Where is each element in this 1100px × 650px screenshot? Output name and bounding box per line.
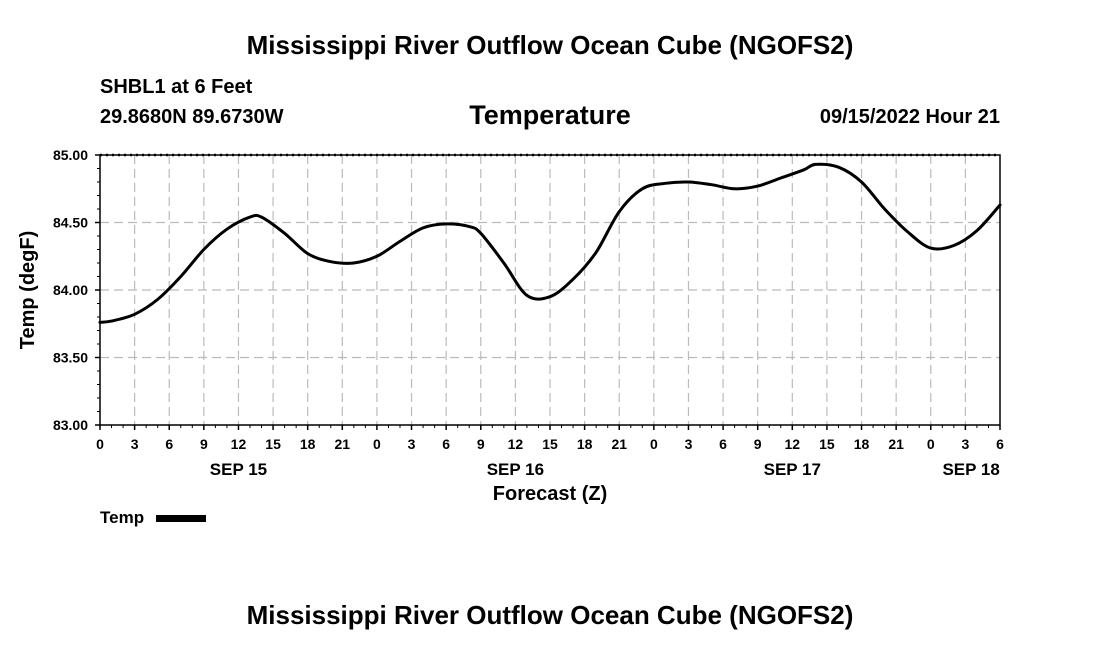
x-tick-label: 15 xyxy=(265,436,281,452)
x-tick-label: 21 xyxy=(611,436,627,452)
x-tick-label: 15 xyxy=(819,436,835,452)
footer-title: Mississippi River Outflow Ocean Cube (NG… xyxy=(246,600,854,630)
x-tick-label: 12 xyxy=(785,436,801,452)
x-tick-label: 6 xyxy=(165,436,173,452)
date-label: SEP 17 xyxy=(764,460,821,479)
x-tick-label: 3 xyxy=(685,436,693,452)
x-tick-label: 3 xyxy=(408,436,416,452)
x-axis-labels: 0 3 6 9 12 15 18 21 0 3 6 9 12 15 18 21 0 3 6 9 12 15 18 21 0 3 6 xyxy=(96,436,1004,452)
temperature-chart: 83.00 83.50 84.00 84.50 85.00 0 3 6 9 12 15 18 21 0 3… xyxy=(17,147,1004,505)
x-tick-label: 0 xyxy=(650,436,658,452)
legend-swatch xyxy=(156,514,207,522)
y-tick-label: 83.50 xyxy=(53,350,88,366)
x-axis-title: Forecast (Z) xyxy=(493,483,607,505)
chart-ticks xyxy=(95,154,1001,430)
x-tick-label: 18 xyxy=(854,436,870,452)
date-label: SEP 18 xyxy=(942,460,999,479)
y-tick-label: 84.50 xyxy=(53,215,88,231)
x-tick-label: 21 xyxy=(888,436,904,452)
x-tick-label: 21 xyxy=(335,436,351,452)
x-tick-label: 6 xyxy=(719,436,727,452)
x-tick-label: 9 xyxy=(200,436,208,452)
temp-series-line xyxy=(98,162,1002,324)
datetime-label: 09/15/2022 Hour 21 xyxy=(819,106,1000,128)
y-axis-labels: 83.00 83.50 84.00 84.50 85.00 xyxy=(53,147,88,433)
chart-legend: Temp xyxy=(100,508,207,528)
chart-grid xyxy=(100,155,1000,425)
y-axis-title: Temp (degF) xyxy=(17,231,39,350)
x-tick-label: 9 xyxy=(477,436,485,452)
x-tick-label: 12 xyxy=(508,436,524,452)
x-tick-label: 18 xyxy=(300,436,316,452)
y-tick-label: 85.00 xyxy=(53,147,88,163)
x-tick-label: 3 xyxy=(131,436,139,452)
x-tick-label: 6 xyxy=(442,436,450,452)
x-tick-label: 15 xyxy=(542,436,558,452)
date-label: SEP 15 xyxy=(210,460,267,479)
x-tick-label: 0 xyxy=(96,436,104,452)
x-tick-label: 0 xyxy=(373,436,381,452)
x-tick-label: 6 xyxy=(996,436,1004,452)
page-title: Mississippi River Outflow Ocean Cube (NG… xyxy=(246,30,854,60)
y-tick-label: 83.00 xyxy=(53,417,88,433)
chart-title: Temperature xyxy=(469,100,631,130)
x-tick-label: 18 xyxy=(577,436,593,452)
x-tick-label: 9 xyxy=(754,436,762,452)
coordinates-label: 29.8680N 89.6730W xyxy=(100,106,284,128)
date-labels: SEP 15 SEP 16 SEP 17 SEP 18 xyxy=(210,460,1000,479)
date-label: SEP 16 xyxy=(487,460,544,479)
x-tick-label: 3 xyxy=(961,436,969,452)
station-label: SHBL1 at 6 Feet xyxy=(100,76,253,98)
x-tick-label: 12 xyxy=(231,436,247,452)
y-tick-label: 84.00 xyxy=(53,282,88,298)
x-tick-label: 0 xyxy=(927,436,935,452)
legend-label: Temp xyxy=(100,508,145,527)
